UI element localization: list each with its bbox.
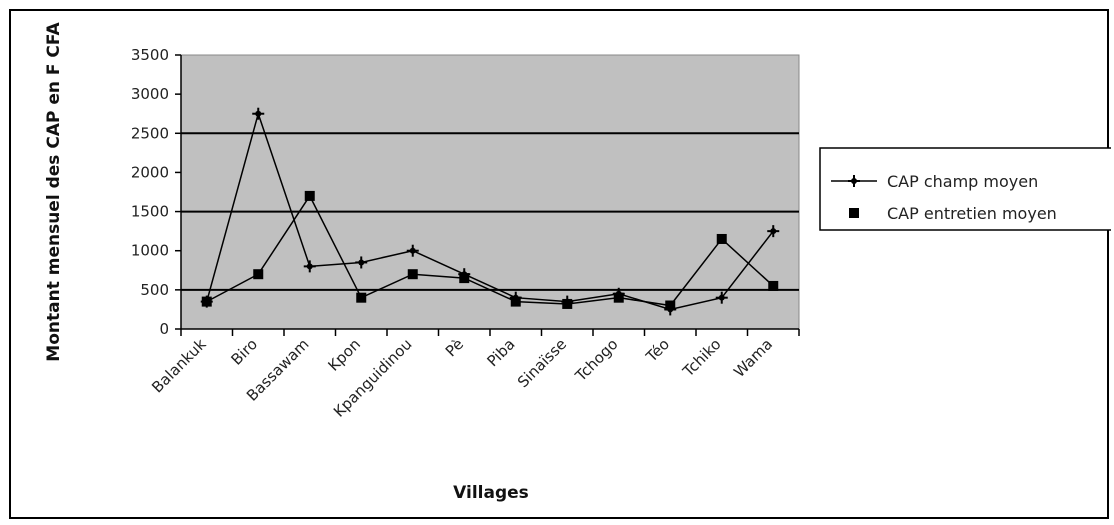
y-tick-label: 500 [140, 281, 169, 299]
data-point [406, 244, 419, 257]
legend-label: CAP champ moyen [887, 172, 1038, 191]
data-point [848, 175, 860, 187]
data-point [252, 107, 265, 120]
y-tick-label: 3000 [131, 85, 169, 103]
data-point [356, 292, 367, 303]
data-point [767, 225, 780, 238]
data-point [849, 208, 859, 218]
plot-area [180, 54, 800, 330]
marker-dot [306, 263, 313, 270]
marker-dot [255, 110, 262, 117]
data-point [716, 233, 727, 244]
x-tick-label: Téo [642, 335, 673, 366]
y-tick-label: 1500 [131, 203, 169, 221]
legend-box [819, 147, 1111, 231]
data-point [303, 260, 316, 273]
data-point [715, 291, 728, 304]
marker-dot [718, 294, 725, 301]
data-point [768, 280, 779, 291]
data-point [201, 296, 212, 307]
series-line-cap-champ [206, 111, 774, 311]
x-tick-label: Kpon [324, 335, 364, 375]
legend: CAP champ moyen CAP entretien moyen [819, 147, 1111, 231]
y-axis-title: Montant mensuel des CAP en F CFA [44, 21, 64, 361]
x-axis-title: Villages [453, 483, 529, 503]
y-tick-label: 3500 [131, 46, 169, 64]
y-tick-label: 1000 [131, 242, 169, 260]
data-point [355, 256, 368, 269]
marker-dot [851, 178, 857, 184]
data-point [253, 269, 264, 280]
data-point [459, 273, 470, 284]
marker-dot [358, 259, 365, 266]
data-point [510, 296, 521, 307]
x-tick-label: Sinaïsse [514, 335, 570, 391]
y-tick-label: 2500 [131, 124, 169, 142]
x-tick-label: Tchiko [679, 335, 725, 381]
x-tick-label: Biro [228, 335, 262, 369]
data-point [407, 269, 418, 280]
data-point [562, 298, 573, 309]
data-point [613, 292, 624, 303]
x-tick-label: Pè [442, 335, 467, 360]
legend-entries: CAP champ moyen CAP entretien moyen [831, 172, 1057, 223]
x-tick-label: Balankuk [148, 335, 210, 397]
legend-label: CAP entretien moyen [887, 204, 1057, 223]
y-tick-label: 0 [159, 320, 169, 338]
y-tick-label: 2000 [131, 163, 169, 181]
series-line-cap-entretien [206, 194, 774, 307]
x-tick-label: Wama [730, 335, 776, 381]
x-tick-label: Tchogo [571, 335, 621, 385]
data-point [304, 190, 315, 201]
x-tick-label: Piba [483, 335, 518, 370]
marker-dot [409, 247, 416, 254]
chart-frame: 0 500 1000 1500 2000 2500 3000 3500 Balankuk Biro… [9, 9, 1111, 519]
data-point [665, 300, 676, 311]
line-chart: 0 500 1000 1500 2000 2500 3000 3500 Balankuk Biro… [44, 21, 1111, 503]
marker-dot [770, 228, 777, 235]
series-layer [200, 107, 780, 316]
